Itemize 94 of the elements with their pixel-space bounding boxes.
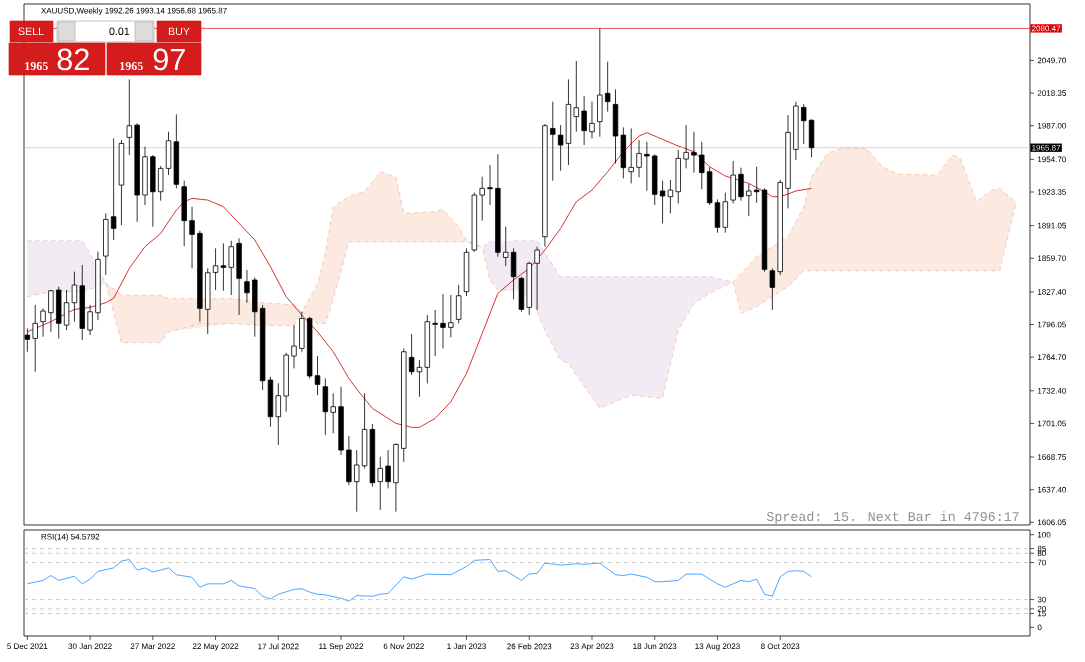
y-tick-label: 70 [1037,559,1046,566]
candlestick [330,393,336,434]
candlestick [699,141,705,190]
candlestick [746,183,752,217]
candlestick [534,246,540,311]
candlestick [228,240,234,296]
candlestick [40,307,46,338]
candlestick [432,309,438,357]
candlestick [275,383,282,446]
candlestick [440,293,446,349]
candlestick [126,78,133,156]
y-tick-label: 1606.05 [1037,519,1066,526]
y-tick-label: 1891.05 [1037,222,1066,229]
candlestick [314,355,321,396]
candlestick [479,176,485,222]
y-tick-label: 1923.35 [1037,189,1066,195]
x-tick-label: 17 Jul 2022 [258,643,299,650]
candlestick [581,95,587,146]
line-series [26,559,812,602]
y-tick-label: 1637.40 [1037,486,1066,493]
candlestick [644,141,650,192]
candlestick [589,101,595,139]
y-tick-label: 2049.70 [1037,57,1066,64]
y-tick-label: 1827.40 [1037,289,1066,295]
x-tick-label: 26 Feb 2023 [507,643,552,650]
candlestick [377,456,383,511]
annotation: 1965 [120,62,143,71]
y-tick-label: 30 [1037,596,1046,603]
candlestick [189,206,195,269]
candlestick [110,138,117,241]
y-tick-label: 15 [1037,610,1046,617]
y-tick-label: 80 [1037,550,1046,557]
x-tick-label: 27 Mar 2022 [130,643,175,650]
candlestick [604,61,611,113]
y-tick-label: 85 [1037,545,1046,552]
candlestick [801,103,807,145]
candlestick [48,289,54,333]
annotation: Spread: 15. Next Bar in 4796:17 [766,511,1019,524]
candlestick [408,333,415,376]
y-tick-label: 1701.05 [1037,420,1066,427]
candlestick [573,60,579,133]
annotation: 82 [57,48,89,71]
candlestick [753,166,760,204]
candlestick [87,304,93,336]
x-tick-label: 13 Aug 2023 [695,643,740,651]
ref-line-label: 1965.87 [1032,144,1061,151]
candlestick [769,267,776,311]
candlestick [157,165,164,202]
y-tick-label: 100 [1037,531,1051,538]
annotation: BUY [168,27,190,36]
x-tick-label: 1 Jan 2023 [447,643,486,650]
candlestick [455,284,462,324]
chart-title: RSI(14) 54.5792 [41,533,100,542]
y-tick-label: 1732.40 [1037,387,1066,394]
candlestick [354,449,360,513]
chart-title: XAUUSD,Weekly 1992.26 1993.14 1956.68 1965.87 [41,7,227,16]
candlestick [416,359,423,398]
y-tick-label: 1668.75 [1037,454,1066,460]
line-series [26,132,812,428]
x-tick-label: 22 May 2022 [192,643,239,651]
candlestick [244,269,250,304]
candlestick [503,226,509,267]
x-tick-label: 5 Dec 2021 [7,643,48,650]
y-tick-label: 1859.70 [1037,255,1066,262]
candlestick [291,324,297,369]
y-tick-label: 2018.35 [1037,90,1066,96]
x-tick-label: 18 Jun 2023 [633,643,677,650]
x-tick-label: 23 Apr 2023 [570,643,614,651]
x-tick-label: 6 Nov 2022 [383,643,424,650]
candlestick [487,164,493,206]
ref-line-label: 2080.47 [1032,25,1061,32]
annotation: SELL [18,27,44,36]
y-tick-label: 1987.00 [1037,122,1066,129]
y-tick-label: 1764.70 [1037,354,1066,360]
annotation: 1965 [25,62,48,71]
annotation: 97 [153,48,185,71]
y-tick-label: 0 [1037,624,1042,631]
candlestick [550,101,556,182]
candlestick [385,449,391,489]
annotation: 0.01 [109,27,130,36]
y-tick-label: 1954.70 [1037,156,1066,163]
candlestick [32,304,38,373]
candlestick [557,124,564,172]
candlestick [683,124,689,169]
y-tick-label: 1796.05 [1037,321,1066,328]
x-tick-label: 30 Jan 2022 [68,643,112,650]
candlestick [691,131,697,174]
y-tick-label: 20 [1037,606,1046,612]
candlestick [448,294,454,338]
candlestick [628,128,634,184]
candlestick [738,167,744,202]
x-tick-label: 11 Sep 2022 [319,643,364,651]
candlestick [636,139,642,178]
x-tick-label: 8 Oct 2023 [760,643,800,650]
